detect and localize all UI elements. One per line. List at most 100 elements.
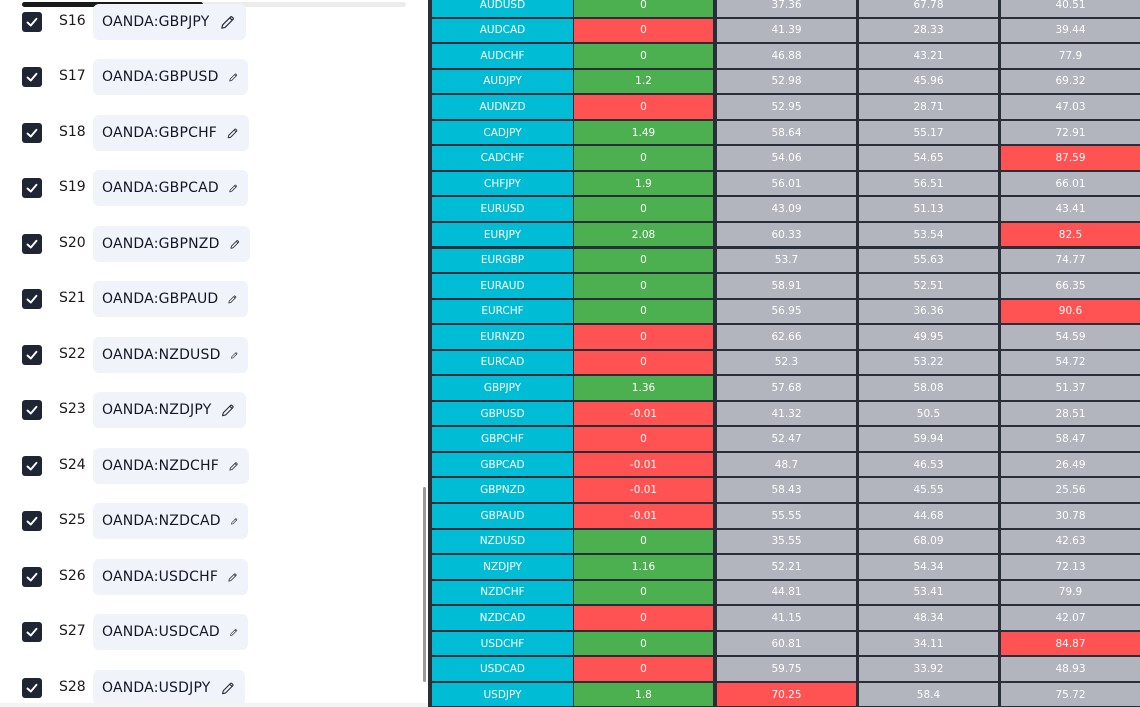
symbol-checkbox[interactable]	[22, 178, 42, 198]
pencil-icon[interactable]	[227, 291, 238, 308]
symbol-name: OANDA:GBPCAD	[102, 180, 219, 196]
symbol-slot-label: S22	[59, 346, 86, 362]
pencil-icon[interactable]	[226, 125, 239, 142]
value-cell: 48.34	[859, 606, 998, 630]
symbol-slot-label: S19	[59, 179, 86, 195]
value-cell: 30.78	[1001, 504, 1140, 528]
pencil-icon[interactable]	[220, 402, 236, 419]
pencil-icon[interactable]	[220, 680, 235, 697]
value-cell: 0	[574, 44, 713, 68]
pair-cell: NZDCHF	[432, 580, 573, 605]
symbol-selector-button[interactable]: OANDA:GBPCHF	[93, 115, 249, 151]
symbol-checkbox[interactable]	[22, 678, 42, 698]
pencil-icon[interactable]	[228, 69, 238, 86]
symbol-checkbox[interactable]	[22, 12, 42, 32]
symbol-checkbox[interactable]	[22, 400, 42, 420]
symbol-row: S21 OANDA:GBPAUD	[0, 271, 420, 327]
symbol-selector-button[interactable]: OANDA:GBPJPY	[93, 4, 246, 40]
symbol-selector-button[interactable]: OANDA:NZDCHF	[93, 448, 249, 484]
symbol-row: S28 OANDA:USDJPY	[0, 660, 420, 707]
value-cell: 58.43	[717, 478, 856, 502]
value-cell: -0.01	[574, 504, 713, 528]
value-cell: 35.55	[717, 529, 856, 554]
value-cell: 70.25	[717, 682, 856, 707]
pencil-icon[interactable]	[228, 458, 239, 475]
value-cell: 41.39	[717, 18, 856, 43]
value-cell: 79.9	[1001, 580, 1140, 605]
screener-table: AUDUSD 0 37.36 67.78 40.51 AUDCAD 0 41.39 28.33 3…	[428, 0, 1140, 707]
value-cell: 0	[574, 146, 713, 170]
value-cell: 0	[574, 325, 713, 349]
symbol-name: OANDA:NZDCHF	[102, 458, 220, 474]
value-cell: 53.41	[859, 580, 998, 605]
value-cell: 0	[574, 95, 713, 119]
symbol-selector-button[interactable]: OANDA:NZDCAD	[93, 503, 248, 539]
value-cell: 48.93	[1001, 657, 1140, 681]
symbol-checkbox[interactable]	[22, 123, 42, 143]
checkmark-icon	[26, 294, 38, 304]
pencil-icon[interactable]	[227, 569, 238, 586]
pair-cell: CHFJPY	[432, 171, 573, 196]
symbol-name: OANDA:NZDUSD	[102, 347, 221, 363]
pencil-icon[interactable]	[228, 180, 238, 197]
value-cell: 72.91	[1001, 120, 1140, 145]
symbol-selector-button[interactable]: OANDA:GBPUSD	[93, 59, 248, 95]
symbol-selector-button[interactable]: OANDA:USDCHF	[93, 559, 248, 595]
symbol-checkbox[interactable]	[22, 234, 42, 254]
symbol-row: S17 OANDA:GBPUSD	[0, 49, 420, 105]
value-cell: 52.21	[717, 555, 856, 579]
symbol-selector-button[interactable]: OANDA:GBPAUD	[93, 281, 248, 317]
symbol-selector-button[interactable]: OANDA:GBPCAD	[93, 170, 248, 206]
symbol-selector-button[interactable]: OANDA:GBPNZD	[93, 226, 250, 262]
symbol-slot-label: S28	[59, 679, 86, 695]
value-cell: 0	[574, 350, 713, 375]
symbol-row: S24 OANDA:NZDCHF	[0, 438, 420, 494]
pencil-icon[interactable]	[219, 14, 236, 31]
symbol-selector-button[interactable]: OANDA:USDJPY	[93, 670, 245, 706]
pencil-icon[interactable]	[229, 624, 238, 641]
value-cell: 46.53	[859, 452, 998, 477]
pencil-icon[interactable]	[230, 347, 238, 364]
value-cell: 28.33	[859, 18, 998, 43]
value-cell: 54.06	[717, 146, 856, 170]
symbol-checkbox[interactable]	[22, 345, 42, 365]
symbol-checkbox[interactable]	[22, 622, 42, 642]
symbol-checkbox[interactable]	[22, 67, 42, 87]
value-cell: 0	[574, 657, 713, 681]
value-cell: 37.36	[717, 0, 856, 17]
value-cell: 58.91	[717, 274, 856, 298]
symbol-selector-button[interactable]: OANDA:NZDJPY	[93, 392, 246, 428]
symbol-checkbox[interactable]	[22, 567, 42, 587]
symbol-checkbox[interactable]	[22, 511, 42, 531]
checkmark-icon	[26, 239, 38, 249]
symbol-selector-button[interactable]: OANDA:USDCAD	[93, 614, 248, 650]
value-cell: 28.51	[1001, 401, 1140, 426]
symbol-slot-label: S21	[59, 290, 86, 306]
value-cell: 54.65	[859, 146, 998, 170]
pencil-icon[interactable]	[230, 513, 238, 530]
pair-cell: EURAUD	[432, 274, 573, 298]
symbol-slot-label: S16	[59, 13, 86, 29]
symbol-row: S19 OANDA:GBPCAD	[0, 160, 420, 216]
value-cell: 43.41	[1001, 197, 1140, 221]
symbol-slot-label: S20	[59, 235, 86, 251]
value-cell: 26.49	[1001, 452, 1140, 477]
value-cell: 58.08	[859, 376, 998, 400]
value-cell: 52.51	[859, 274, 998, 298]
value-cell: 51.37	[1001, 376, 1140, 400]
symbol-selector-button[interactable]: OANDA:NZDUSD	[93, 337, 248, 373]
symbol-name: OANDA:GBPAUD	[102, 291, 219, 307]
value-cell: 54.72	[1001, 350, 1140, 375]
value-cell: 57.68	[717, 376, 856, 400]
scrollbar-thumb[interactable]	[423, 487, 426, 682]
value-cell: 36.36	[859, 299, 998, 324]
value-cell: 34.11	[859, 631, 998, 656]
symbol-checkbox[interactable]	[22, 456, 42, 476]
value-cell: 68.09	[859, 529, 998, 554]
pair-cell: AUDJPY	[432, 69, 573, 94]
pair-cell: EURUSD	[432, 197, 573, 221]
symbol-checkbox[interactable]	[22, 289, 42, 309]
value-cell: 1.49	[574, 120, 713, 145]
pencil-icon[interactable]	[229, 236, 240, 253]
value-cell: 41.32	[717, 401, 856, 426]
